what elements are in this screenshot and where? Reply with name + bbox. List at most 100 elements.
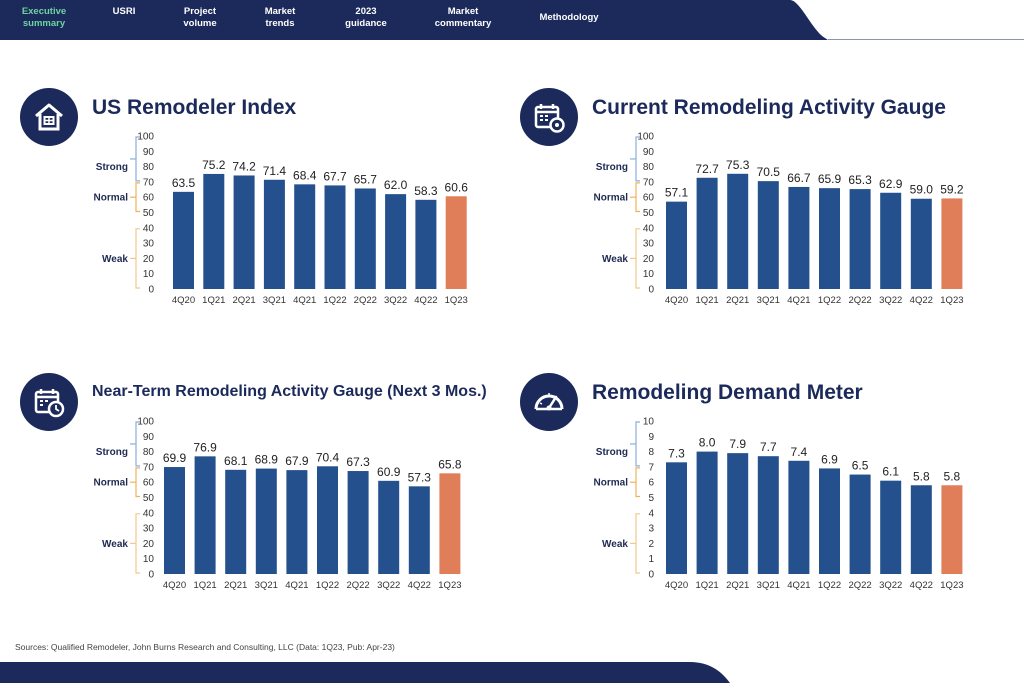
- data-label: 7.4: [791, 445, 808, 459]
- data-label: 70.5: [757, 165, 781, 179]
- y-tick-label: 50: [143, 493, 155, 504]
- band-bracket: [135, 136, 140, 182]
- x-tick-label: 4Q20: [665, 295, 688, 306]
- data-label: 65.9: [818, 172, 842, 186]
- x-tick-label: 1Q21: [193, 580, 216, 591]
- x-tick-label: 3Q21: [757, 295, 780, 306]
- x-tick-label: 2Q21: [726, 580, 749, 591]
- x-tick-label: 3Q22: [879, 580, 902, 591]
- bar: [910, 485, 932, 574]
- data-label: 5.8: [913, 469, 930, 483]
- x-tick-label: 1Q23: [940, 580, 963, 591]
- chart-title: Current Remodeling Activity Gauge: [592, 96, 946, 119]
- band-label: Weak: [602, 539, 628, 550]
- bar: [164, 467, 185, 574]
- nav-methodology[interactable]: Methodology: [539, 12, 599, 23]
- y-tick-label: 7: [648, 462, 654, 473]
- data-label: 7.7: [760, 440, 777, 454]
- bar: [666, 462, 687, 574]
- bar: [408, 486, 430, 574]
- x-tick-label: 1Q21: [202, 295, 225, 306]
- nav-usri[interactable]: USRI: [112, 6, 136, 17]
- chart-title: Near-Term Remodeling Activity Gauge (Nex…: [92, 383, 487, 400]
- near-term-remodeling-activity-panel: Near-Term Remodeling Activity Gauge (Nex…: [20, 373, 510, 603]
- x-tick-label: 4Q22: [408, 580, 431, 591]
- y-tick-label: 100: [637, 132, 654, 143]
- x-tick-label: 3Q21: [757, 580, 780, 591]
- y-tick-label: 70: [643, 177, 655, 188]
- nav-market-commentary[interactable]: Market commentary: [434, 6, 492, 29]
- band-bracket: [635, 467, 640, 498]
- nav-market-trends[interactable]: Market trends: [264, 6, 296, 29]
- data-label: 6.1: [882, 465, 899, 479]
- data-label: 75.3: [726, 158, 750, 172]
- data-label: 70.4: [316, 450, 340, 464]
- bar: [788, 460, 810, 574]
- bar: [788, 186, 810, 289]
- y-tick-label: 20: [143, 539, 155, 550]
- x-tick-label: 2Q22: [346, 580, 369, 591]
- band-bracket: [135, 228, 140, 289]
- bar: [286, 470, 308, 574]
- y-tick-label: 60: [143, 478, 155, 489]
- x-tick-label: 3Q21: [255, 580, 278, 591]
- data-label: 67.9: [285, 454, 309, 468]
- band-bracket: [135, 182, 140, 213]
- data-label: 57.1: [665, 186, 689, 200]
- band-bracket: [135, 513, 140, 574]
- y-tick-label: 10: [143, 554, 155, 565]
- bar: [354, 188, 376, 289]
- y-tick-label: 0: [648, 570, 654, 581]
- bar: [941, 485, 963, 574]
- nav-background: [0, 0, 1024, 40]
- band-label: Weak: [102, 254, 128, 265]
- x-tick-label: 1Q23: [445, 295, 468, 306]
- x-tick-label: 2Q22: [848, 580, 871, 591]
- data-label: 74.2: [232, 159, 256, 173]
- x-tick-label: 2Q21: [232, 295, 255, 306]
- y-tick-label: 80: [143, 162, 155, 173]
- y-tick-label: 3: [648, 524, 654, 535]
- data-label: 75.2: [202, 158, 226, 172]
- y-tick-label: 40: [143, 223, 155, 234]
- bar: [415, 199, 437, 289]
- x-tick-label: 1Q21: [695, 295, 718, 306]
- x-tick-label: 4Q22: [414, 295, 437, 306]
- remodeling-demand-meter-panel: Remodeling Demand Meter 0 1 2 3 4 5 6 7 8 9 10 Stro…: [520, 373, 990, 603]
- data-label: 62.9: [879, 177, 903, 191]
- x-tick-label: 4Q21: [285, 580, 308, 591]
- bar: [757, 456, 779, 574]
- chart-area: 0 1 2 3 4 5 6 7 8 9 10 Strong Normal Weak 7.3 4Q20 8.0 1Q…: [594, 417, 964, 592]
- bar: [378, 480, 400, 574]
- footer-band: [0, 662, 730, 683]
- data-label: 57.3: [408, 470, 432, 484]
- chart-title: Remodeling Demand Meter: [592, 381, 863, 404]
- band-bracket: [635, 228, 640, 289]
- nav-2023-guidance[interactable]: 2023 guidance: [345, 6, 387, 29]
- bar: [696, 451, 718, 574]
- y-tick-label: 5: [648, 493, 654, 504]
- data-label: 6.5: [852, 459, 869, 473]
- y-tick-label: 10: [143, 269, 155, 280]
- band-label: Strong: [96, 162, 128, 173]
- bar: [173, 191, 194, 289]
- band-label: Normal: [594, 478, 629, 489]
- data-label: 68.9: [255, 453, 279, 467]
- data-label: 63.5: [172, 176, 196, 190]
- y-tick-label: 1: [648, 554, 654, 565]
- band-bracket: [635, 136, 640, 182]
- data-label: 71.4: [263, 164, 287, 178]
- nav-executive-summary[interactable]: Executive summary: [21, 6, 67, 29]
- band-label: Normal: [94, 193, 129, 204]
- x-tick-label: 2Q22: [354, 295, 377, 306]
- bar: [194, 456, 216, 574]
- bar: [255, 468, 277, 574]
- bar: [727, 173, 749, 289]
- x-tick-label: 1Q22: [323, 295, 346, 306]
- y-tick-label: 2: [648, 539, 654, 550]
- data-label: 65.8: [438, 457, 462, 471]
- x-tick-label: 3Q22: [879, 295, 902, 306]
- nav-project-volume[interactable]: Project volume: [183, 6, 217, 29]
- bar: [941, 198, 963, 289]
- calendar-gear-icon: [520, 88, 578, 146]
